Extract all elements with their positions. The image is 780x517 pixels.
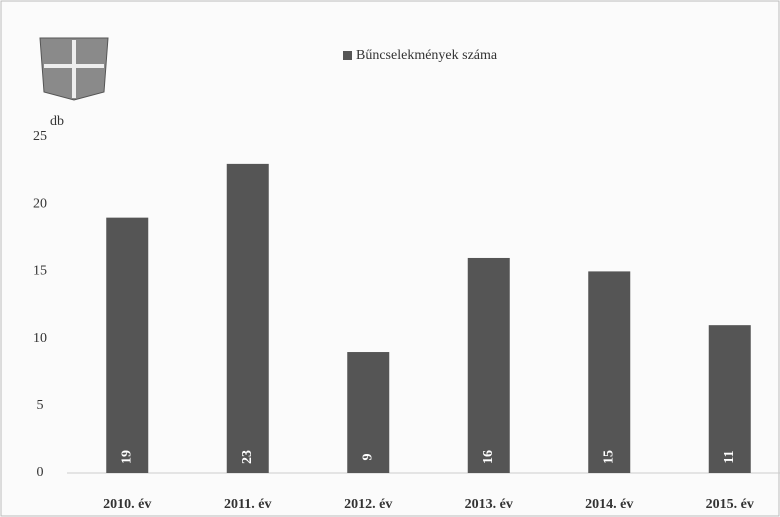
y-tick-label: 5 (37, 398, 44, 413)
value-label: 16 (481, 450, 496, 464)
x-tick-label: 2014. év (585, 497, 633, 512)
y-tick-label: 20 (33, 196, 47, 211)
bar (347, 352, 390, 473)
value-label: 9 (360, 454, 375, 461)
x-tick-label: 2011. év (224, 497, 271, 512)
value-label: 19 (119, 450, 134, 464)
x-tick-label: 2013. év (465, 497, 513, 512)
y-tick-label: 0 (37, 465, 44, 480)
bar (106, 217, 149, 473)
value-label: 23 (240, 450, 255, 464)
y-tick-label: 25 (33, 129, 47, 144)
value-label: 11 (722, 450, 737, 463)
bar (708, 325, 751, 473)
y-tick-label: 15 (33, 264, 47, 279)
y-tick-label: 10 (33, 331, 47, 346)
logo (39, 37, 109, 101)
x-tick-label: 2012. év (344, 497, 392, 512)
legend-swatch (343, 51, 352, 60)
y-axis-label: db (50, 114, 64, 129)
value-label: 15 (601, 450, 616, 464)
bar (467, 257, 510, 473)
bar (588, 271, 631, 473)
x-tick-label: 2010. év (103, 497, 151, 512)
bar (226, 163, 269, 473)
x-tick-label: 2015. év (706, 497, 754, 512)
legend-label: Bűncselekmények száma (356, 48, 498, 63)
